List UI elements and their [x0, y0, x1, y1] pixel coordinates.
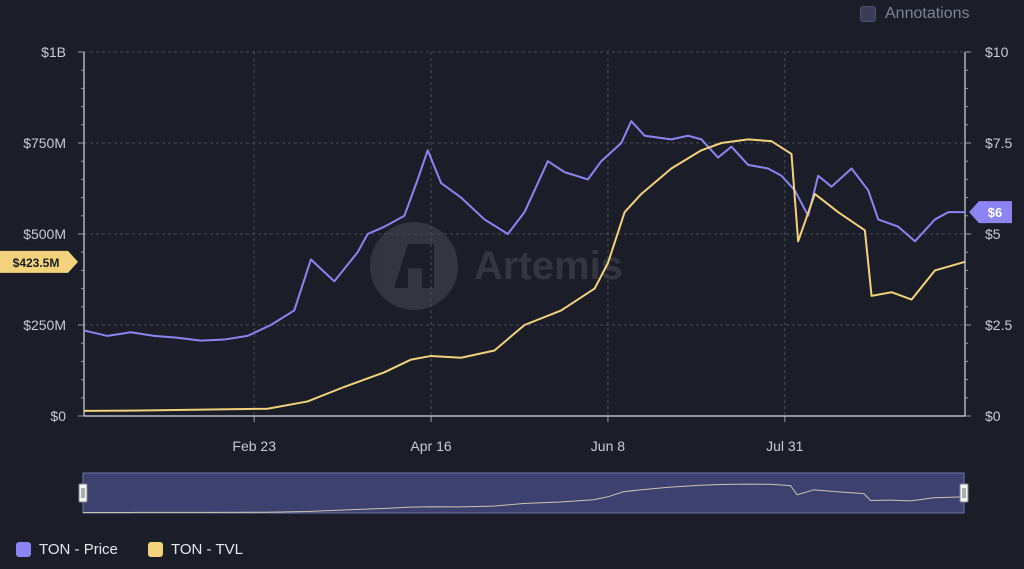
legend-swatch-tvl [148, 542, 163, 557]
navigator-handle-right[interactable] [959, 483, 969, 503]
current-value-flag-price: $6 [969, 201, 1012, 224]
series-line-price [83, 120, 965, 342]
navigator-range-selection [82, 472, 965, 514]
legend-swatch-price [16, 542, 31, 557]
current-value-flag-tvl-shape [0, 250, 78, 273]
current-value-flag-tvl-text: $423.5M [13, 256, 60, 270]
current-value-flag-tvl: $423.5M [0, 250, 78, 273]
current-value-flag-price-shape [969, 201, 1012, 224]
y-left-tick-label: $0 [50, 408, 66, 424]
legend-label-tvl: TON - TVL [171, 541, 243, 558]
y-left-tick-label: $500M [23, 226, 66, 242]
x-tick-label: Apr 16 [410, 438, 451, 454]
y-right-tick-label: $7.5 [985, 135, 1012, 151]
legend-label-price: TON - Price [39, 541, 118, 558]
annotations-checkbox[interactable] [860, 6, 876, 22]
y-right-tick-label: $10 [985, 44, 1009, 60]
y-right-tick-label: $0 [985, 408, 1001, 424]
navigator-handle-left[interactable] [78, 483, 88, 503]
navigator-series-line [82, 483, 965, 513]
y-right-tick-label: $5 [985, 226, 1001, 242]
annotations-toggle[interactable]: Annotations [860, 4, 970, 24]
current-value-flag-price-text: $6 [988, 205, 1002, 220]
legend-item-price[interactable]: TON - Price [16, 541, 118, 558]
y-left-tick-label: $750M [23, 135, 66, 151]
y-right-tick-label: $2.5 [985, 317, 1012, 333]
x-tick-label: Jul 31 [766, 438, 804, 454]
annotations-label: Annotations [885, 5, 970, 22]
x-tick-label: Jun 8 [591, 438, 625, 454]
series-line-tvl [83, 138, 966, 412]
y-left-tick-label: $1B [41, 44, 66, 60]
legend-item-tvl[interactable]: TON - TVL [148, 541, 243, 558]
y-left-tick-label: $250M [23, 317, 66, 333]
x-tick-label: Feb 23 [232, 438, 276, 454]
